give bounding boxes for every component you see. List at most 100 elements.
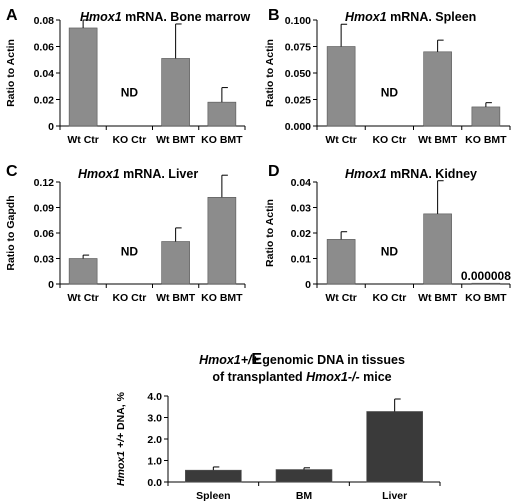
y-tick-label: 0.03	[34, 254, 55, 266]
y-tick-label: 0.100	[285, 15, 311, 27]
title-text: mice	[360, 370, 392, 384]
bar	[68, 27, 98, 127]
y-axis-label: Ratio to Gapdh	[5, 195, 17, 270]
title-gene: Hmox1	[78, 167, 120, 181]
bar	[185, 469, 242, 483]
y-tick-label: 0.0	[147, 477, 162, 489]
panel-title-line2: of transplanted Hmox1-/- mice	[212, 370, 391, 384]
bar	[326, 239, 356, 285]
bar-annotation: 0.000008	[461, 269, 511, 283]
y-tick-label: 0.02	[34, 95, 55, 107]
y-tick-label: 0	[48, 279, 54, 291]
bar	[423, 51, 452, 127]
title-gene: Hmox1	[345, 10, 387, 24]
bar-annotation: ND	[121, 85, 139, 99]
x-tick-label: Wt Ctr	[67, 292, 99, 304]
bar	[207, 197, 237, 285]
y-tick-label: 1.0	[147, 456, 162, 468]
y-tick-label: 0.09	[34, 203, 55, 215]
x-tick-label: Wt BMT	[156, 134, 196, 146]
y-tick-label: 0.04	[34, 68, 55, 80]
panel-title-line1: Hmox1+/+ genomic DNA in tissues	[199, 353, 405, 367]
x-tick-label: KO Ctr	[112, 292, 146, 304]
y-tick-label: 0.000	[285, 121, 311, 133]
x-tick-label: Wt BMT	[418, 292, 458, 304]
y-tick-label: 0.04	[291, 177, 312, 189]
title-text: mRNA. Kidney	[387, 167, 477, 181]
y-axis-text: DNA, %	[115, 391, 127, 433]
panel-title: Hmox1 mRNA. Bone marrow	[80, 10, 250, 24]
x-tick-label: KO BMT	[201, 292, 243, 304]
y-tick-label: 0.050	[285, 68, 311, 80]
y-tick-label: 0.08	[34, 15, 55, 27]
title-text: mRNA. Liver	[120, 167, 199, 181]
panel-letter: E	[251, 351, 262, 368]
panel-title: Hmox1 mRNA. Liver	[78, 167, 198, 181]
panel-a: A Hmox1 mRNA. Bone marrow Ratio to Actin 0 0…	[5, 7, 250, 146]
bar	[275, 469, 333, 483]
y-tick-label: 3.0	[147, 413, 162, 425]
bar	[471, 282, 501, 285]
x-tick-label: KO Ctr	[112, 134, 146, 146]
x-tick-label: Liver	[382, 490, 407, 502]
x-tick-label: Wt BMT	[418, 134, 458, 146]
bar	[161, 241, 190, 285]
title-gene: Hmox1	[345, 167, 387, 181]
bar	[207, 101, 237, 127]
y-tick-label: 0	[48, 121, 54, 133]
x-tick-label: KO BMT	[201, 134, 243, 146]
y-tick-label: 0.06	[34, 42, 55, 54]
title-gene: Hmox1	[80, 10, 122, 24]
x-tick-label: KO Ctr	[372, 292, 406, 304]
y-axis-label: Hmox1 +/+ DNA, %	[115, 391, 127, 486]
x-tick-label: Wt Ctr	[325, 292, 357, 304]
bar	[161, 58, 190, 127]
title-gene: Hmox1+/+	[199, 353, 259, 367]
panel-d: D Hmox1 mRNA. Kidney Ratio to Actin 0 0.01 0.…	[264, 163, 511, 304]
panel-c: C Hmox1 mRNA. Liver Ratio to Gapdh 0 0.03 0.0…	[5, 163, 246, 304]
bar-annotation: ND	[121, 244, 139, 258]
x-tick-label: KO Ctr	[372, 134, 406, 146]
bar	[68, 258, 98, 285]
title-gene: Hmox1-/-	[306, 370, 359, 384]
y-tick-label: 0.03	[291, 203, 312, 215]
y-tick-label: 4.0	[147, 391, 162, 403]
y-tick-label: 0.025	[285, 95, 311, 107]
x-tick-label: Wt BMT	[156, 292, 196, 304]
x-tick-label: KO BMT	[465, 134, 507, 146]
panel-letter: A	[6, 7, 18, 24]
bar-annotation: ND	[381, 85, 399, 99]
y-tick-label: 0	[305, 279, 311, 291]
y-axis-gene: Hmox1 +/+	[115, 433, 127, 486]
y-tick-label: 2.0	[147, 434, 162, 446]
panel-title: Hmox1 mRNA. Spleen	[345, 10, 476, 24]
y-tick-label: 0.01	[291, 254, 312, 266]
title-text: mRNA. Bone marrow	[122, 10, 251, 24]
panel-letter: D	[268, 163, 280, 180]
bar	[471, 106, 501, 127]
y-axis-label: Ratio to Actin	[264, 199, 276, 267]
bar	[366, 411, 423, 483]
y-tick-label: 0.075	[285, 42, 311, 54]
panel-title: Hmox1 mRNA. Kidney	[345, 167, 477, 181]
bar	[326, 46, 356, 127]
panel-b: B Hmox1 mRNA. Spleen Ratio to Actin 0.000 0.…	[264, 7, 511, 146]
title-text: mRNA. Spleen	[387, 10, 477, 24]
bar	[423, 213, 452, 285]
x-tick-label: BM	[296, 490, 313, 502]
y-axis-label: Ratio to Actin	[5, 39, 17, 107]
y-tick-label: 0.12	[34, 177, 55, 189]
x-tick-label: KO BMT	[465, 292, 507, 304]
y-axis-label: Ratio to Actin	[264, 39, 276, 107]
x-tick-label: Wt Ctr	[325, 134, 357, 146]
x-tick-label: Wt Ctr	[67, 134, 99, 146]
title-text: genomic DNA in tissues	[259, 353, 405, 367]
y-tick-label: 0.06	[34, 228, 55, 240]
bar-annotation: ND	[381, 244, 399, 258]
x-tick-label: Spleen	[196, 490, 230, 502]
title-text: of transplanted	[212, 370, 306, 384]
panel-letter: B	[268, 7, 280, 24]
y-tick-label: 0.02	[291, 228, 312, 240]
